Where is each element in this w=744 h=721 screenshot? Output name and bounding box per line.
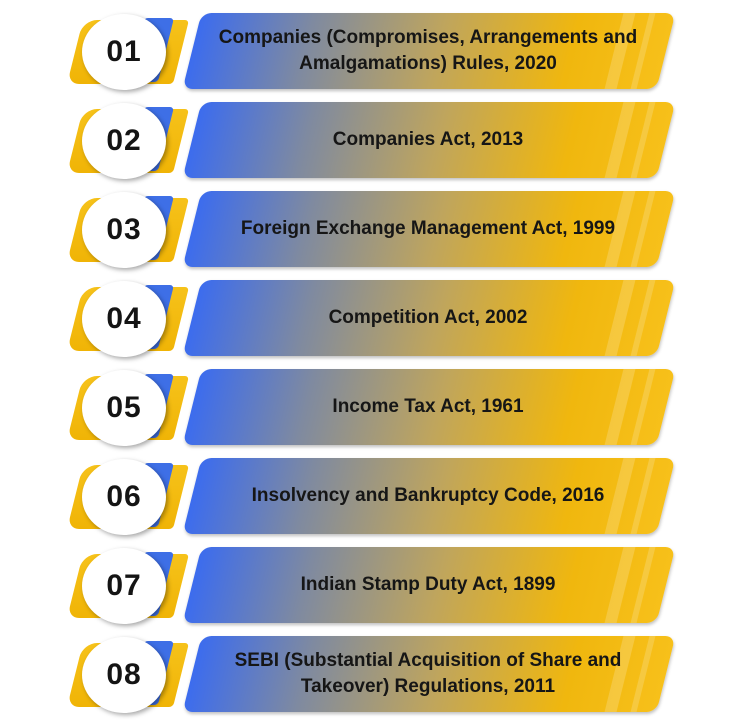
list-item: 06 Insolvency and Bankruptcy Code, 2016 — [0, 453, 744, 535]
item-label: Companies (Compromises, Arrangements and… — [218, 27, 638, 74]
list-item: 05 Income Tax Act, 1961 — [0, 364, 744, 446]
number-circle — [82, 14, 166, 90]
item-number: 08 — [106, 658, 142, 691]
item-number: 05 — [106, 391, 142, 424]
list-item: 04 Competition Act, 2002 — [0, 275, 744, 357]
item-label: Indian Stamp Duty Act, 1899 — [300, 574, 556, 596]
number-circle — [82, 192, 166, 268]
item-label: Competition Act, 2002 — [328, 307, 528, 329]
item-number: 01 — [106, 35, 142, 68]
item-label: Foreign Exchange Management Act, 1999 — [240, 218, 616, 240]
list-item: 02 Companies Act, 2013 — [0, 97, 744, 179]
list-item: 01 Companies (Compromises, Arrangements … — [0, 8, 744, 90]
item-number: 04 — [106, 302, 142, 335]
number-circle — [82, 637, 166, 713]
number-circle — [82, 548, 166, 624]
item-label: Companies Act, 2013 — [332, 129, 524, 151]
list-item: 07 Indian Stamp Duty Act, 1899 — [0, 542, 744, 624]
item-label: Income Tax Act, 1961 — [332, 396, 524, 418]
item-number: 02 — [106, 124, 142, 157]
item-label: Insolvency and Bankruptcy Code, 2016 — [251, 485, 605, 507]
list-item: 08 SEBI (Substantial Acquisition of Shar… — [0, 631, 744, 713]
item-label: SEBI (Substantial Acquisition of Share a… — [234, 650, 622, 697]
item-number: 07 — [106, 569, 142, 602]
number-circle — [82, 281, 166, 357]
number-circle — [82, 370, 166, 446]
list-item: 03 Foreign Exchange Management Act, 1999 — [0, 186, 744, 268]
item-number: 03 — [106, 213, 142, 246]
item-number: 06 — [106, 480, 142, 513]
number-circle — [82, 459, 166, 535]
number-circle — [82, 103, 166, 179]
